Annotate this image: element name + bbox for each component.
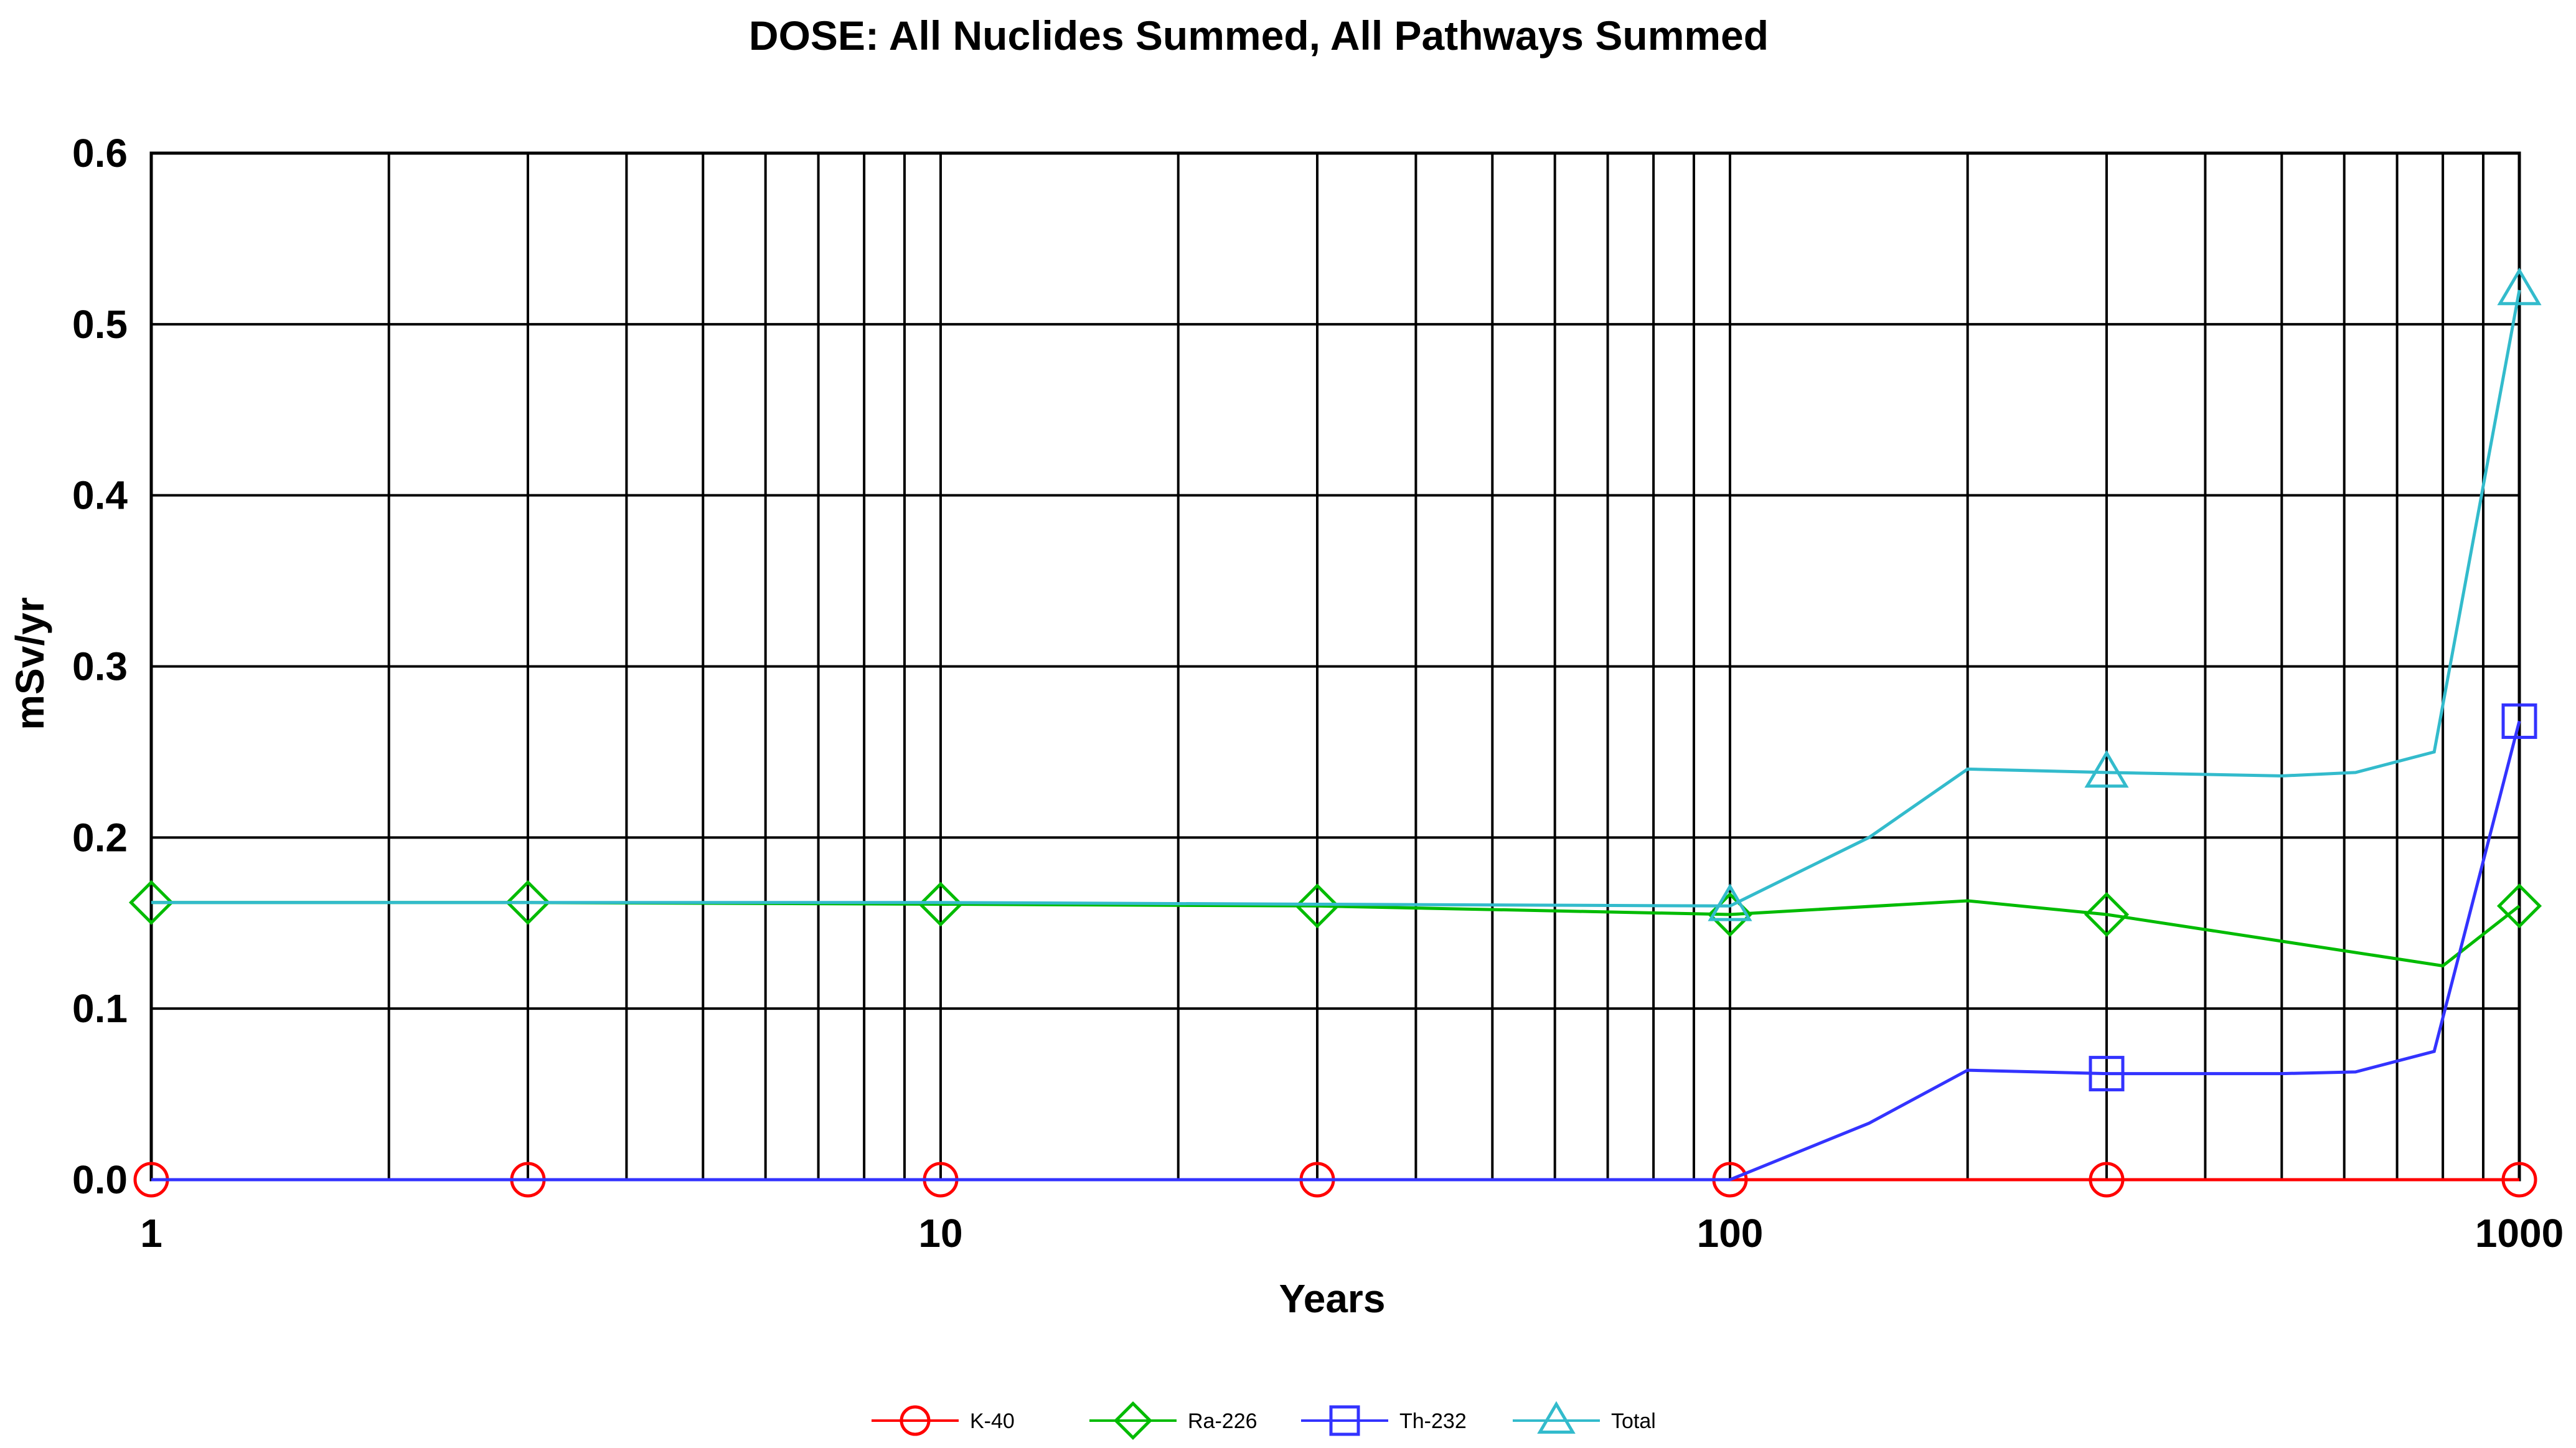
grid (149, 151, 2521, 1182)
y-tick-label: 0.5 (72, 302, 128, 347)
series-line-total (151, 289, 2521, 908)
x-tick-label: 1000 (2475, 1211, 2564, 1256)
legend-marker (900, 1405, 931, 1436)
series-total (151, 267, 2542, 921)
data-point-k-40 (2501, 1162, 2537, 1198)
y-axis-label: mSv/yr (7, 597, 52, 730)
legend-label: Total (1611, 1409, 1656, 1433)
data-point-ra-226 (1294, 883, 1340, 929)
data-point-ra-226 (2084, 891, 2130, 938)
y-tick-labels: 0.0 0.1 0.2 0.3 0.4 0.5 0.6 (72, 131, 128, 1202)
y-tick-label: 0.4 (72, 473, 128, 518)
data-point-total (1708, 883, 1752, 921)
legend-item-total: Total (1513, 1401, 1656, 1434)
y-tick-label: 0.3 (72, 644, 128, 689)
data-point-k-40 (2089, 1162, 2125, 1198)
series-line-ra-226 (151, 899, 2521, 968)
legend-item-k-40: K-40 (872, 1405, 1015, 1436)
data-point-total (2497, 267, 2542, 306)
x-tick-label: 10 (918, 1211, 962, 1256)
series-line-th-232 (151, 720, 2521, 1182)
legend-label: Th-232 (1399, 1409, 1467, 1433)
y-tick-label: 0.2 (72, 815, 128, 860)
y-tick-label: 0.1 (72, 986, 128, 1031)
legend: K-40 Ra-226 Th-232 Total (872, 1401, 1656, 1441)
y-tick-label: 0.6 (72, 131, 128, 176)
data-point-ra-226 (2496, 883, 2542, 929)
data-point-ra-226 (505, 880, 551, 925)
y-tick-label: 0.0 (72, 1157, 128, 1202)
chart-title: DOSE: All Nuclides Summed, All Pathways … (749, 12, 1769, 59)
x-tick-labels: 1 10 100 1000 (140, 1211, 2564, 1256)
data-point-th-232 (2089, 1056, 2125, 1092)
legend-marker (1329, 1405, 1360, 1436)
x-tick-label: 1 (140, 1211, 162, 1256)
legend-marker (1113, 1401, 1153, 1441)
series-group (128, 267, 2542, 1198)
data-point-total (2084, 750, 2129, 788)
data-point-ra-226 (128, 880, 174, 925)
legend-label: K-40 (970, 1409, 1015, 1433)
series-th-232 (151, 703, 2537, 1182)
legend-item-th-232: Th-232 (1301, 1405, 1467, 1436)
legend-item-ra-226: Ra-226 (1089, 1401, 1257, 1441)
data-point-th-232 (2501, 703, 2537, 739)
x-tick-label: 100 (1697, 1211, 1764, 1256)
legend-marker (1537, 1401, 1576, 1434)
legend-label: Ra-226 (1188, 1409, 1257, 1433)
series-ra-226 (128, 880, 2542, 968)
data-point-ra-226 (918, 881, 964, 927)
x-axis-label: Years (1279, 1276, 1386, 1321)
